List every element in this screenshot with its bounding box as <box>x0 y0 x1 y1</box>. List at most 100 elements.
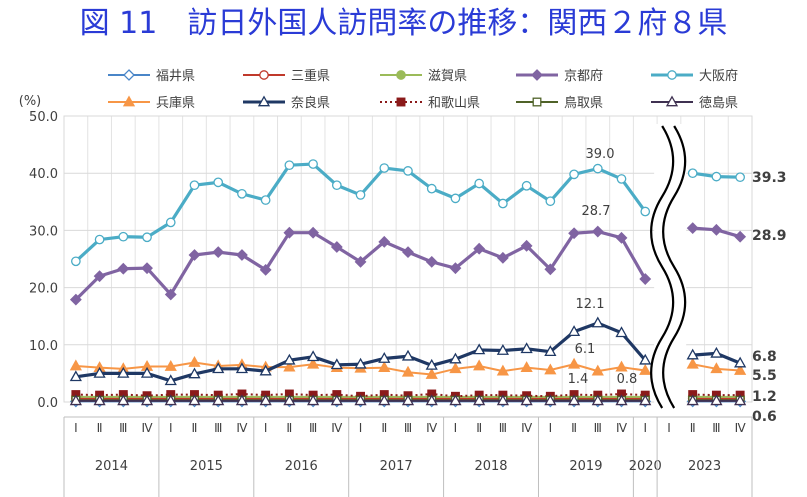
data-point <box>734 230 747 243</box>
data-point <box>117 366 130 378</box>
data-point <box>71 256 81 267</box>
data-point <box>591 225 604 238</box>
data-point <box>520 394 533 406</box>
year-label: 2023 <box>688 459 721 474</box>
data-point <box>449 394 462 406</box>
data-point <box>306 357 320 369</box>
data-point <box>117 394 130 406</box>
data-point <box>568 227 580 240</box>
data-point <box>378 352 391 363</box>
data-point <box>307 226 320 239</box>
legend-marker <box>257 95 271 107</box>
data-point <box>117 262 130 275</box>
data-point <box>69 359 82 371</box>
legend-label: 兵庫県 <box>156 96 195 111</box>
data-point <box>615 326 628 338</box>
legend-marker <box>532 97 542 107</box>
data-point <box>284 160 295 171</box>
legend-label: 三重県 <box>291 68 330 84</box>
data-point <box>237 188 247 199</box>
y-tick-label: 10.0 <box>29 339 58 354</box>
x-tick-label: Ⅲ <box>499 421 507 435</box>
data-point <box>164 288 177 301</box>
data-point <box>639 364 652 375</box>
data-point <box>520 361 533 373</box>
data-point <box>449 362 462 374</box>
legend-label: 徳島県 <box>699 96 738 111</box>
data-point <box>235 362 249 374</box>
y-tick-label: 30.0 <box>29 224 58 239</box>
data-point <box>615 394 628 406</box>
data-point <box>520 239 533 252</box>
data-point <box>544 263 557 276</box>
x-tick-label: Ⅰ <box>667 421 671 435</box>
data-label: 0.8 <box>617 372 638 387</box>
axis-break-line <box>650 125 675 409</box>
data-label: 1.4 <box>568 372 589 387</box>
data-point <box>212 362 225 374</box>
data-point <box>330 394 343 406</box>
x-tick-label: Ⅰ <box>74 421 78 435</box>
data-point <box>140 366 154 378</box>
x-tick-label: Ⅳ <box>521 421 532 435</box>
data-point <box>591 316 604 328</box>
data-point <box>283 394 296 406</box>
data-point <box>496 251 509 264</box>
data-point <box>520 342 533 354</box>
data-point <box>687 168 698 179</box>
data-point <box>734 394 747 406</box>
data-point <box>425 368 438 379</box>
data-point <box>639 394 652 406</box>
data-point <box>308 159 318 169</box>
data-point <box>93 366 106 378</box>
data-point <box>259 263 272 276</box>
data-point <box>686 394 699 406</box>
data-point <box>140 394 154 406</box>
legend-label: 奈良県 <box>291 95 330 111</box>
data-point <box>235 394 249 406</box>
x-tick-label: Ⅱ <box>286 421 292 435</box>
data-point <box>686 357 699 369</box>
data-point <box>142 232 152 243</box>
data-point <box>473 359 486 371</box>
x-tick-label: Ⅲ <box>712 421 720 435</box>
data-point <box>402 246 414 259</box>
data-point <box>544 363 557 375</box>
legend-label: 京都府 <box>564 69 603 84</box>
x-tick-label: Ⅳ <box>141 421 152 435</box>
data-point <box>711 171 722 182</box>
x-tick-label: Ⅱ <box>97 421 103 435</box>
data-point <box>212 246 225 259</box>
data-label: 28.7 <box>582 204 611 219</box>
x-tick-label: Ⅲ <box>214 421 222 435</box>
y-tick-label: 40.0 <box>29 167 58 182</box>
data-point <box>259 364 272 376</box>
data-point <box>450 193 461 204</box>
data-point <box>734 356 747 368</box>
data-point <box>165 217 176 228</box>
x-tick-label: Ⅰ <box>169 421 173 435</box>
data-label: 6.8 <box>752 349 777 365</box>
data-point <box>710 346 723 358</box>
data-label: 28.9 <box>752 228 787 244</box>
data-point <box>354 357 367 369</box>
data-point <box>69 293 82 306</box>
data-point <box>615 231 628 244</box>
y-tick-label: 50.0 <box>29 110 58 125</box>
data-point <box>260 195 271 205</box>
x-tick-label: Ⅲ <box>404 421 412 435</box>
data-point <box>236 249 248 261</box>
x-tick-label: Ⅰ <box>549 421 553 435</box>
data-point <box>188 367 201 379</box>
data-point <box>330 241 343 253</box>
data-point <box>355 190 366 200</box>
data-label: 6.1 <box>575 342 596 357</box>
data-point <box>591 394 604 406</box>
data-label: 39.3 <box>752 170 787 186</box>
data-point <box>473 394 486 406</box>
data-point <box>354 394 367 406</box>
x-tick-label: Ⅰ <box>643 421 647 435</box>
x-tick-label: Ⅰ <box>454 421 458 435</box>
x-tick-label: Ⅲ <box>119 421 127 435</box>
year-label: 2020 <box>629 459 662 474</box>
